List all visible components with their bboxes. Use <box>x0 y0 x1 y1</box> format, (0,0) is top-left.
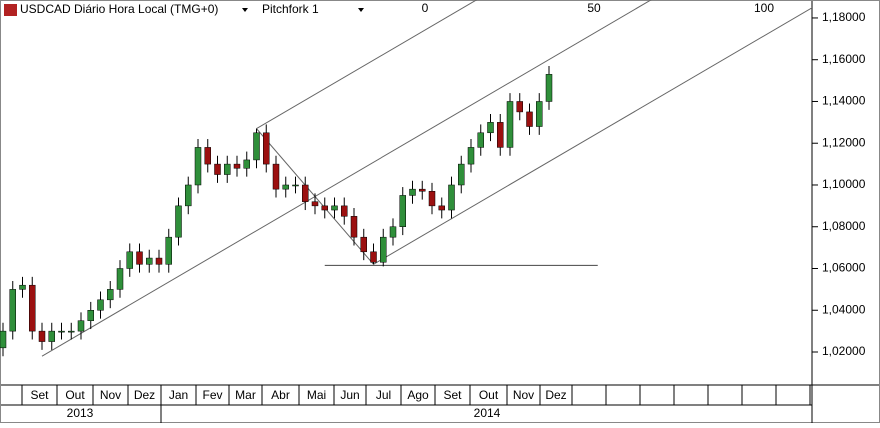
x-tick-label: Set <box>443 388 462 402</box>
candle-body <box>488 122 494 132</box>
year-label: 2014 <box>474 406 501 420</box>
candle-body <box>527 112 533 127</box>
candle-body <box>166 237 172 264</box>
x-tick-label: Jul <box>376 388 391 402</box>
candle-body <box>429 191 435 206</box>
candle-body <box>156 258 162 264</box>
candle-body <box>390 227 396 237</box>
candle-body <box>68 331 74 332</box>
pitchfork-level: 0 <box>422 1 429 15</box>
x-tick-label: Ago <box>407 388 429 402</box>
candle-body <box>458 164 464 185</box>
candle-body <box>293 185 299 186</box>
x-tick-label: Out <box>479 388 499 402</box>
candle-body <box>20 285 26 289</box>
candle-body <box>0 331 6 348</box>
candle-body <box>410 189 416 195</box>
candle-body <box>234 164 240 168</box>
candle-body <box>137 252 143 265</box>
candle-body <box>263 133 269 164</box>
x-tick-label: Fev <box>202 388 222 402</box>
candle-body <box>59 331 65 332</box>
candle-body <box>195 147 201 185</box>
candle-body <box>127 252 133 269</box>
candle-body <box>351 216 357 237</box>
candle-body <box>449 185 455 210</box>
candle-body <box>176 206 182 237</box>
candle-body <box>254 133 260 160</box>
candle-body <box>185 185 191 206</box>
y-tick-label: 1,06000 <box>822 261 866 275</box>
x-tick-label: Nov <box>513 388 534 402</box>
candle-body <box>341 206 347 216</box>
candle-body <box>536 101 542 126</box>
candle-body <box>273 164 279 189</box>
candle-body <box>546 74 552 101</box>
candle-body <box>146 258 152 264</box>
candle-body <box>10 289 16 331</box>
candle-body <box>371 252 377 262</box>
symbol-icon <box>4 4 17 16</box>
candle-body <box>439 206 445 210</box>
y-tick-label: 1,08000 <box>822 219 866 233</box>
y-tick-label: 1,04000 <box>822 302 866 316</box>
y-tick-label: 1,02000 <box>822 344 866 358</box>
candle-body <box>332 206 338 210</box>
candle-body <box>98 300 104 310</box>
x-tick-label: Mai <box>307 388 326 402</box>
x-tick-label: Jun <box>340 388 359 402</box>
x-tick-label: Set <box>30 388 49 402</box>
y-tick-label: 1,10000 <box>822 177 866 191</box>
candle-body <box>517 101 523 111</box>
y-tick-label: 1,16000 <box>822 52 866 66</box>
candle-body <box>322 206 328 210</box>
y-tick-label: 1,12000 <box>822 135 866 149</box>
candle-body <box>205 147 211 164</box>
candle-body <box>468 147 474 164</box>
candle-body <box>380 237 386 262</box>
candle-body <box>312 202 318 206</box>
pitchfork-level: 100 <box>754 1 774 15</box>
candle-body <box>302 185 308 202</box>
y-tick-label: 1,18000 <box>822 10 866 24</box>
candle-body <box>224 164 230 174</box>
candle-body <box>283 185 289 189</box>
candle-body <box>215 164 221 174</box>
chart-title: USDCAD Diário Hora Local (TMG+0) <box>20 2 218 16</box>
candle-body <box>117 268 123 289</box>
x-tick-label: Abr <box>271 388 290 402</box>
candle-body <box>107 289 113 299</box>
candle-body <box>400 195 406 226</box>
x-tick-label: Dez <box>134 388 155 402</box>
year-label: 2013 <box>67 406 94 420</box>
indicator-name[interactable]: Pitchfork 1 <box>262 2 319 16</box>
candle-body <box>88 310 94 320</box>
candle-body <box>507 101 513 147</box>
candle-body <box>29 285 35 331</box>
candle-body <box>78 321 84 331</box>
candle-body <box>39 331 45 341</box>
x-tick-label: Jan <box>169 388 188 402</box>
x-tick-label: Nov <box>100 388 121 402</box>
y-tick-label: 1,14000 <box>822 94 866 108</box>
candle-body <box>49 331 55 341</box>
x-tick-label: Out <box>65 388 85 402</box>
x-tick-label: Mar <box>235 388 256 402</box>
x-tick-label: Dez <box>545 388 566 402</box>
candle-body <box>244 160 250 168</box>
candle-body <box>478 133 484 148</box>
pitchfork-level: 50 <box>587 1 601 15</box>
candle-body <box>361 237 367 252</box>
candle-body <box>419 189 425 191</box>
candle-body <box>497 122 503 147</box>
